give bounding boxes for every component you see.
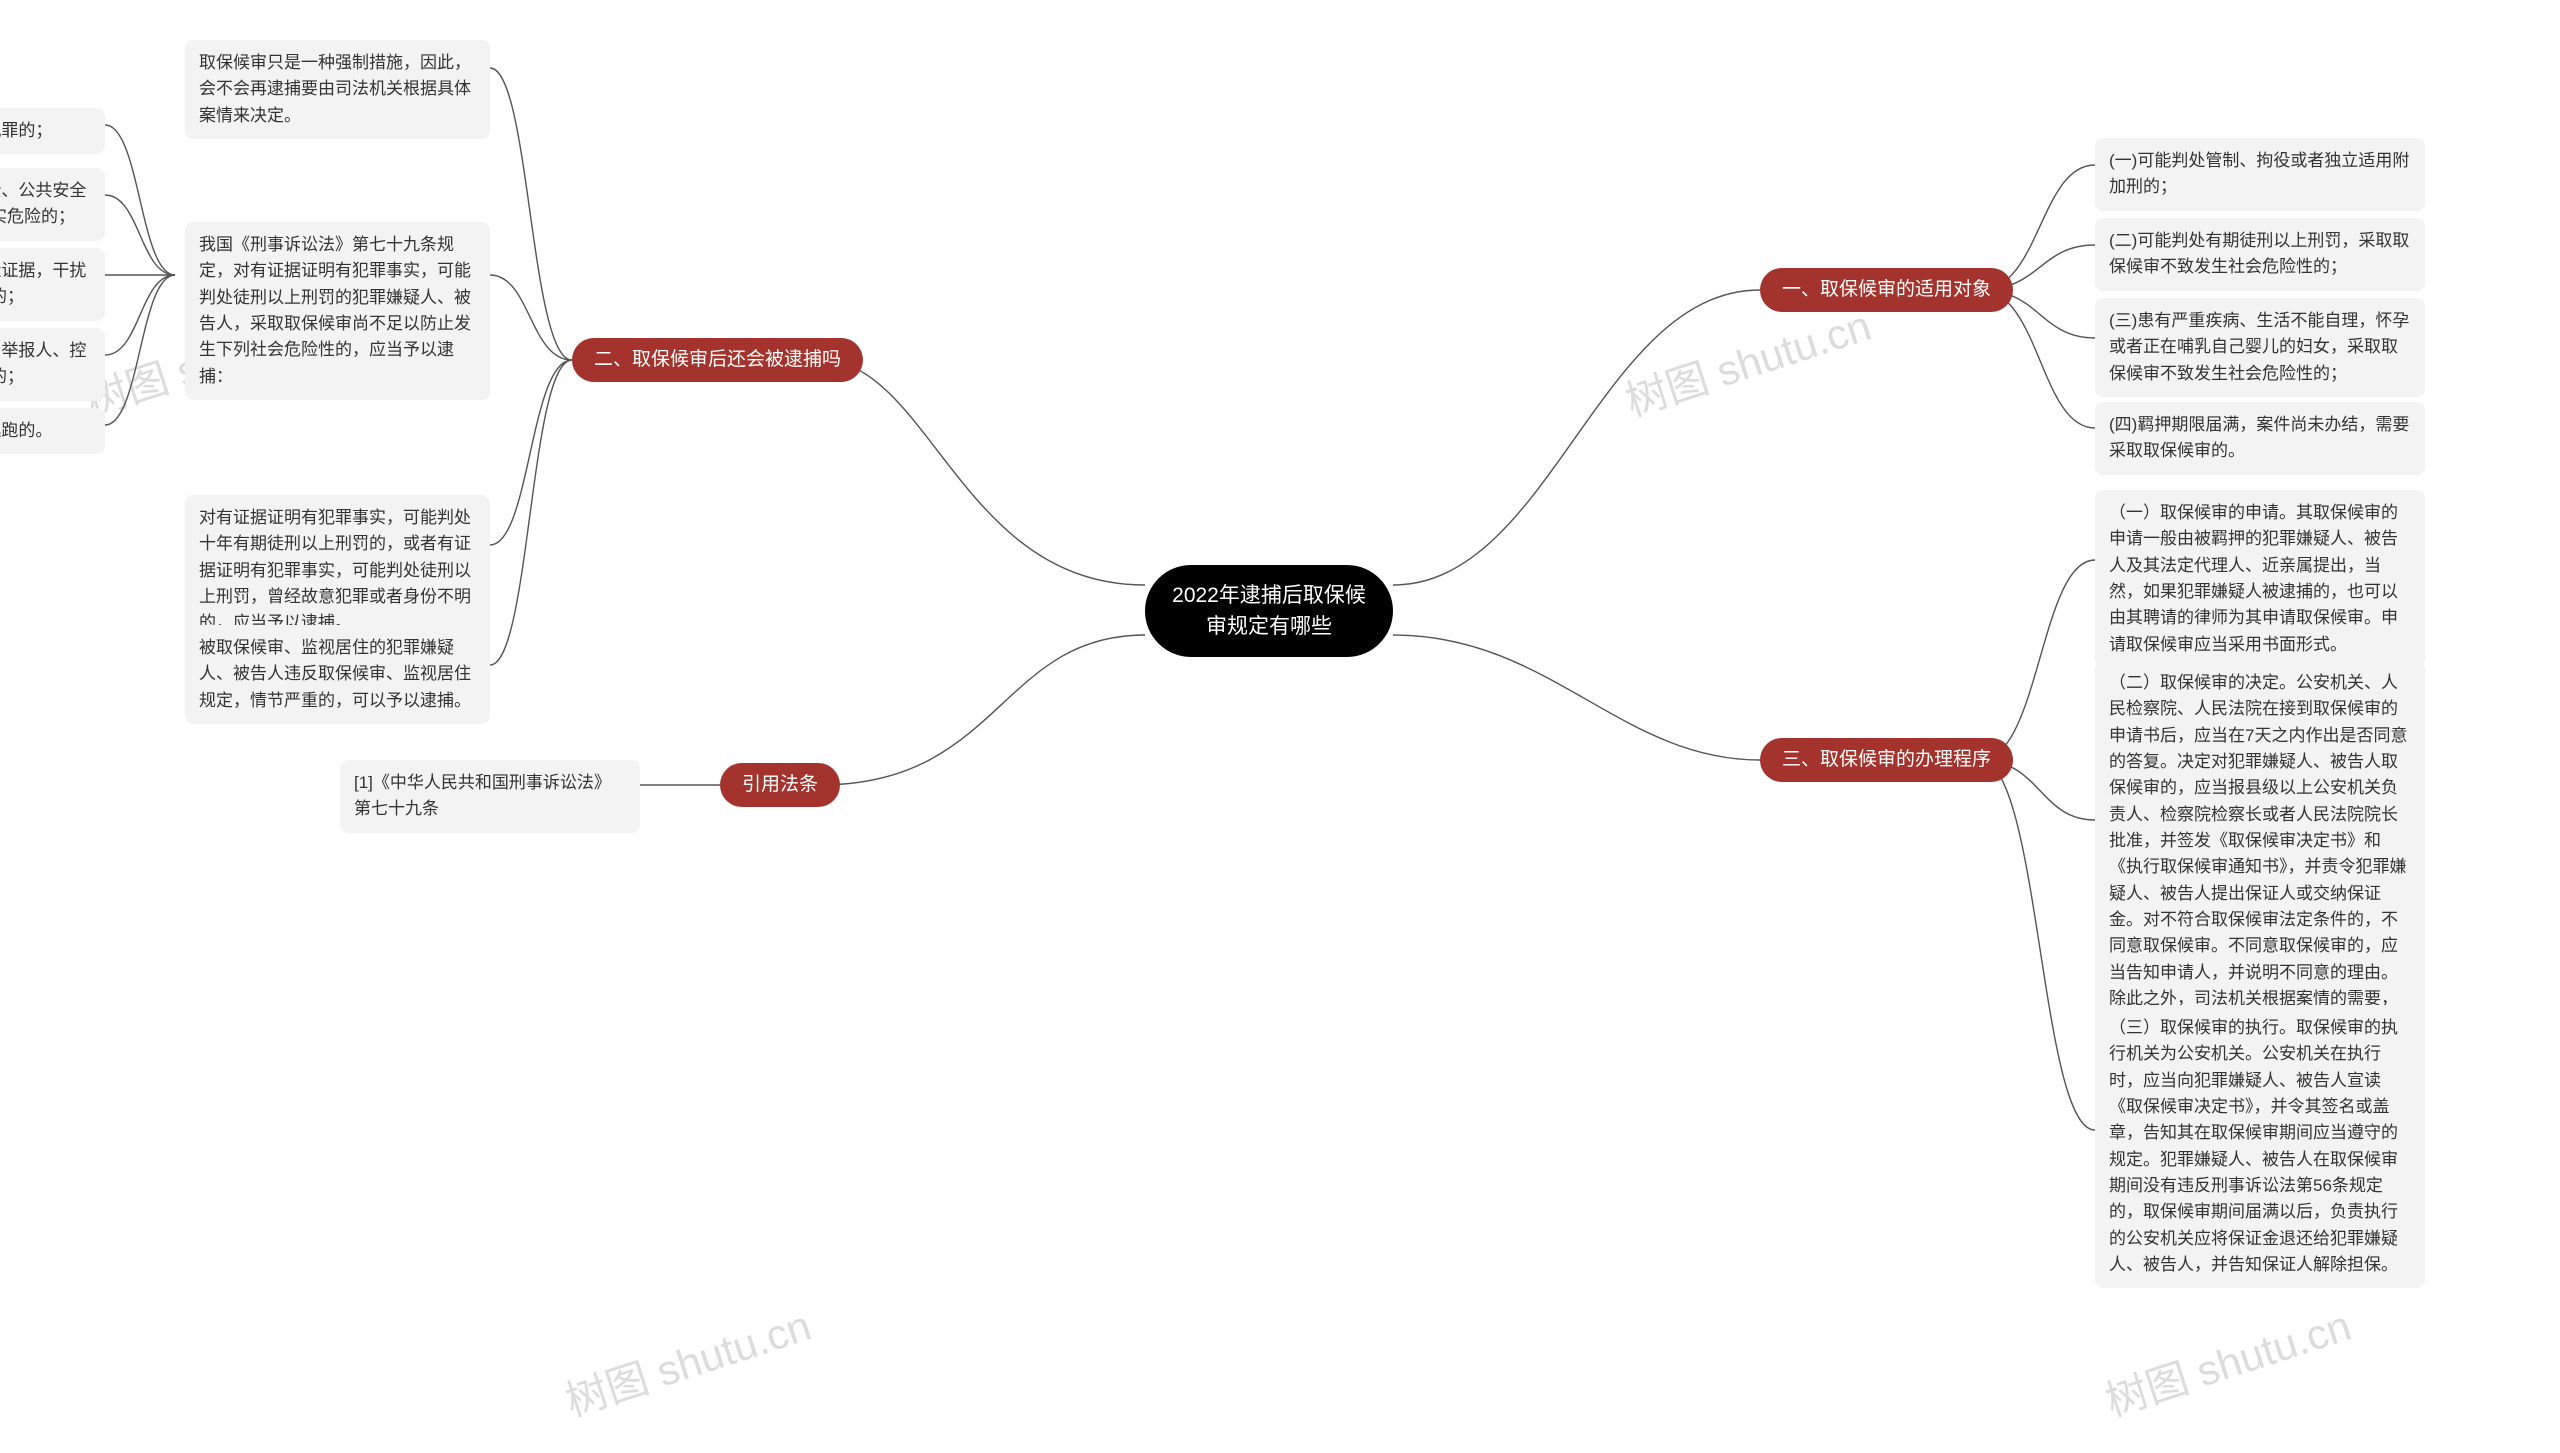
- branch-label: 引用法条: [742, 771, 818, 800]
- leaf-text: (四)可能对被害人、举报人、控告人实施打击报复的；: [0, 341, 86, 386]
- watermark: 树图 shutu.cn: [557, 1292, 818, 1429]
- root-label: 2022年逮捕后取保候审规定有哪些: [1165, 580, 1373, 643]
- leaf-node[interactable]: [1]《中华人民共和国刑事诉讼法》第七十九条: [340, 760, 640, 833]
- watermark: 树图 shutu.cn: [2097, 1292, 2358, 1429]
- leaf-text: (四)羁押期限届满，案件尚未办结，需要采取取保候审的。: [2109, 415, 2409, 460]
- leaf-text: (二)有危害国家安全、公共安全或者社会秩序的现实危险的；: [0, 181, 86, 226]
- leaf-node[interactable]: (三)可能毁灭、伪造证据，干扰证人作证或者串供的；: [0, 248, 105, 321]
- leaf-text: （一）取保候审的申请。其取保候审的申请一般由被羁押的犯罪嫌疑人、被告人及其法定代…: [2109, 503, 2398, 654]
- leaf-text: [1]《中华人民共和国刑事诉讼法》第七十九条: [354, 773, 611, 818]
- branch-label: 一、取保候审的适用对象: [1782, 276, 1991, 305]
- branch-label: 二、取保候审后还会被逮捕吗: [594, 346, 841, 375]
- root-node[interactable]: 2022年逮捕后取保候审规定有哪些: [1145, 565, 1393, 657]
- leaf-text: 取保候审只是一种强制措施，因此，会不会再逮捕要由司法机关根据具体案情来决定。: [199, 53, 471, 125]
- leaf-node[interactable]: (二)可能判处有期徒刑以上刑罚，采取取保候审不致发生社会危险性的；: [2095, 218, 2425, 291]
- leaf-node[interactable]: （一）取保候审的申请。其取保候审的申请一般由被羁押的犯罪嫌疑人、被告人及其法定代…: [2095, 490, 2425, 668]
- leaf-node[interactable]: （三）取保候审的执行。取保候审的执行机关为公安机关。公安机关在执行时，应当向犯罪…: [2095, 1005, 2425, 1288]
- leaf-text: (五)企图自杀或者逃跑的。: [0, 421, 52, 440]
- branch-node-2[interactable]: 二、取保候审后还会被逮捕吗: [572, 338, 863, 382]
- branch-label: 三、取保候审的办理程序: [1782, 746, 1991, 775]
- leaf-node[interactable]: (五)企图自杀或者逃跑的。: [0, 408, 105, 454]
- leaf-text: (三)患有严重疾病、生活不能自理，怀孕或者正在哺乳自己婴儿的妇女，采取取保候审不…: [2109, 311, 2409, 383]
- leaf-node[interactable]: (一)可能判处管制、拘役或者独立适用附加刑的；: [2095, 138, 2425, 211]
- leaf-node[interactable]: 对有证据证明有犯罪事实，可能判处十年有期徒刑以上刑罚的，或者有证据证明有犯罪事实…: [185, 495, 490, 647]
- leaf-text: (一)可能判处管制、拘役或者独立适用附加刑的；: [2109, 151, 2409, 196]
- branch-node-3[interactable]: 三、取保候审的办理程序: [1760, 738, 2013, 782]
- leaf-node[interactable]: (四)羁押期限届满，案件尚未办结，需要采取取保候审的。: [2095, 402, 2425, 475]
- leaf-text: (二)可能判处有期徒刑以上刑罚，采取取保候审不致发生社会危险性的；: [2109, 231, 2409, 276]
- branch-node-1[interactable]: 一、取保候审的适用对象: [1760, 268, 2013, 312]
- leaf-node[interactable]: (三)患有严重疾病、生活不能自理，怀孕或者正在哺乳自己婴儿的妇女，采取取保候审不…: [2095, 298, 2425, 397]
- leaf-node[interactable]: 被取保候审、监视居住的犯罪嫌疑人、被告人违反取保候审、监视居住规定，情节严重的，…: [185, 625, 490, 724]
- watermark: 树图 shutu.cn: [1617, 292, 1878, 429]
- leaf-node[interactable]: （二）取保候审的决定。公安机关、人民检察院、人民法院在接到取保候审的申请书后，应…: [2095, 660, 2425, 1049]
- leaf-text: (三)可能毁灭、伪造证据，干扰证人作证或者串供的；: [0, 261, 86, 306]
- leaf-text: （二）取保候审的决定。公安机关、人民检察院、人民法院在接到取保候审的申请书后，应…: [2109, 673, 2407, 1034]
- branch-node-4[interactable]: 引用法条: [720, 763, 840, 807]
- leaf-node[interactable]: 取保候审只是一种强制措施，因此，会不会再逮捕要由司法机关根据具体案情来决定。: [185, 40, 490, 139]
- leaf-text: (一)可能实施新的犯罪的；: [0, 121, 52, 140]
- leaf-text: 我国《刑事诉讼法》第七十九条规定，对有证据证明有犯罪事实，可能判处徒刑以上刑罚的…: [199, 235, 471, 386]
- leaf-node[interactable]: 我国《刑事诉讼法》第七十九条规定，对有证据证明有犯罪事实，可能判处徒刑以上刑罚的…: [185, 222, 490, 400]
- leaf-node[interactable]: (二)有危害国家安全、公共安全或者社会秩序的现实危险的；: [0, 168, 105, 241]
- leaf-text: 被取保候审、监视居住的犯罪嫌疑人、被告人违反取保候审、监视居住规定，情节严重的，…: [199, 638, 471, 710]
- leaf-text: （三）取保候审的执行。取保候审的执行机关为公安机关。公安机关在执行时，应当向犯罪…: [2109, 1018, 2398, 1274]
- leaf-node[interactable]: (一)可能实施新的犯罪的；: [0, 108, 105, 154]
- leaf-text: 对有证据证明有犯罪事实，可能判处十年有期徒刑以上刑罚的，或者有证据证明有犯罪事实…: [199, 508, 471, 632]
- leaf-node[interactable]: (四)可能对被害人、举报人、控告人实施打击报复的；: [0, 328, 105, 401]
